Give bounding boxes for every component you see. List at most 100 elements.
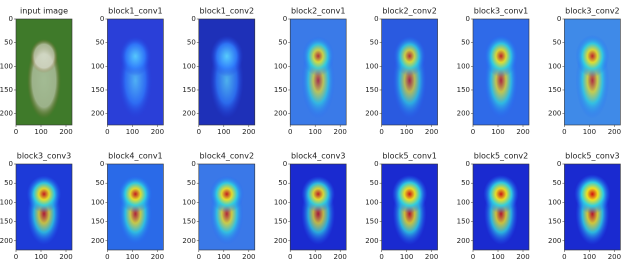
frame xyxy=(198,163,256,251)
y-tick-label: 0 xyxy=(191,15,195,23)
x-tick-label: 100 xyxy=(126,253,139,261)
panel-title: block3_conv3 xyxy=(17,152,72,161)
x-tick-label: 100 xyxy=(309,253,322,261)
head-blob xyxy=(484,34,518,78)
y-tick-label: 100 xyxy=(274,198,287,206)
y-tick-label: 200 xyxy=(365,110,378,118)
y-tick-label: 50 xyxy=(278,39,287,47)
x-tick-label: 200 xyxy=(516,128,529,136)
panel-title: block4_conv2 xyxy=(200,152,255,161)
head-blob xyxy=(393,36,426,77)
x-tick-label: 100 xyxy=(400,128,413,136)
y-tick-label: 200 xyxy=(457,237,470,245)
y-tick-label: 150 xyxy=(457,86,470,94)
panel-title: block5_conv3 xyxy=(565,152,620,161)
heatmap xyxy=(107,164,164,250)
heatmap xyxy=(473,19,529,125)
x-tick-label: 100 xyxy=(583,253,596,261)
panel: block3_conv2 0 50 100 150 200 0 100 200 xyxy=(548,7,621,137)
y-tick-label: 150 xyxy=(274,218,287,226)
heatmap xyxy=(381,19,438,125)
x-tick-label: 0 xyxy=(197,128,201,136)
y-tick-label: 200 xyxy=(365,237,378,245)
head-blob xyxy=(575,34,610,78)
y-tick-label: 200 xyxy=(274,237,287,245)
y-tick-label: 150 xyxy=(457,218,470,226)
y-tick-label: 200 xyxy=(0,237,13,245)
y-tick-label: 200 xyxy=(182,237,195,245)
y-tick-label: 150 xyxy=(91,86,104,94)
y-tick-label: 150 xyxy=(274,86,287,94)
y-tick-label: 50 xyxy=(187,179,196,187)
x-tick-label: 0 xyxy=(288,128,292,136)
frame xyxy=(15,18,73,126)
heatmap xyxy=(564,19,621,125)
x-tick-label: 0 xyxy=(471,253,475,261)
panel-title: input image xyxy=(20,7,68,16)
y-tick-label: 150 xyxy=(182,86,195,94)
panel-title: block5_conv2 xyxy=(474,152,529,161)
y-tick-label: 50 xyxy=(4,179,13,187)
x-tick-label: 0 xyxy=(197,253,201,261)
x-tick-label: 0 xyxy=(379,253,383,261)
x-tick-label: 0 xyxy=(14,253,18,261)
y-tick-label: 0 xyxy=(283,15,287,23)
x-tick-label: 200 xyxy=(425,253,438,261)
panel-title: block1_conv1 xyxy=(108,7,163,16)
y-tick-label: 200 xyxy=(91,237,104,245)
y-tick-label: 50 xyxy=(461,179,470,187)
x-tick-label: 200 xyxy=(608,128,621,136)
y-tick-label: 50 xyxy=(278,179,287,187)
y-tick-label: 0 xyxy=(100,160,104,168)
x-tick-label: 100 xyxy=(34,253,47,261)
y-tick-label: 150 xyxy=(365,218,378,226)
y-tick-label: 50 xyxy=(552,39,561,47)
y-tick-label: 200 xyxy=(548,110,561,118)
panel: input image 0 50 100 150 200 0 100 200 xyxy=(0,7,73,137)
y-tick-label: 150 xyxy=(0,218,13,226)
y-tick-label: 150 xyxy=(365,86,378,94)
y-tick-label: 100 xyxy=(457,198,470,206)
head-blob xyxy=(302,36,335,77)
x-tick-label: 200 xyxy=(59,253,72,261)
panel-title: block2_conv2 xyxy=(382,7,437,16)
x-tick-label: 100 xyxy=(34,128,47,136)
y-tick-label: 150 xyxy=(548,218,561,226)
panel: block1_conv2 0 50 100 150 200 0 100 200 xyxy=(182,7,255,137)
x-tick-label: 100 xyxy=(217,128,230,136)
x-tick-label: 0 xyxy=(471,128,475,136)
panel-title: block4_conv1 xyxy=(108,152,163,161)
x-tick-label: 200 xyxy=(516,253,529,261)
y-tick-label: 100 xyxy=(365,198,378,206)
y-tick-label: 100 xyxy=(182,62,195,70)
frame xyxy=(198,18,256,126)
y-tick-label: 100 xyxy=(0,198,13,206)
frame xyxy=(15,163,73,251)
heatmap xyxy=(290,19,347,125)
frame xyxy=(381,163,438,251)
x-tick-label: 200 xyxy=(334,128,347,136)
y-tick-label: 100 xyxy=(274,62,287,70)
y-tick-label: 0 xyxy=(374,160,378,168)
x-tick-label: 200 xyxy=(242,253,255,261)
panel: block2_conv1 0 50 100 150 200 0 100 200 xyxy=(274,7,347,137)
frame xyxy=(381,18,438,126)
x-tick-label: 200 xyxy=(151,128,164,136)
y-tick-label: 100 xyxy=(0,62,13,70)
x-tick-label: 100 xyxy=(400,253,413,261)
x-tick-label: 200 xyxy=(151,253,164,261)
y-tick-label: 50 xyxy=(95,39,104,47)
panel-title: block3_conv1 xyxy=(474,7,529,16)
x-tick-label: 100 xyxy=(126,128,139,136)
x-tick-label: 0 xyxy=(379,128,383,136)
y-tick-label: 200 xyxy=(182,110,195,118)
panel-title: block5_conv1 xyxy=(382,152,437,161)
panel-title: block2_conv1 xyxy=(291,7,346,16)
